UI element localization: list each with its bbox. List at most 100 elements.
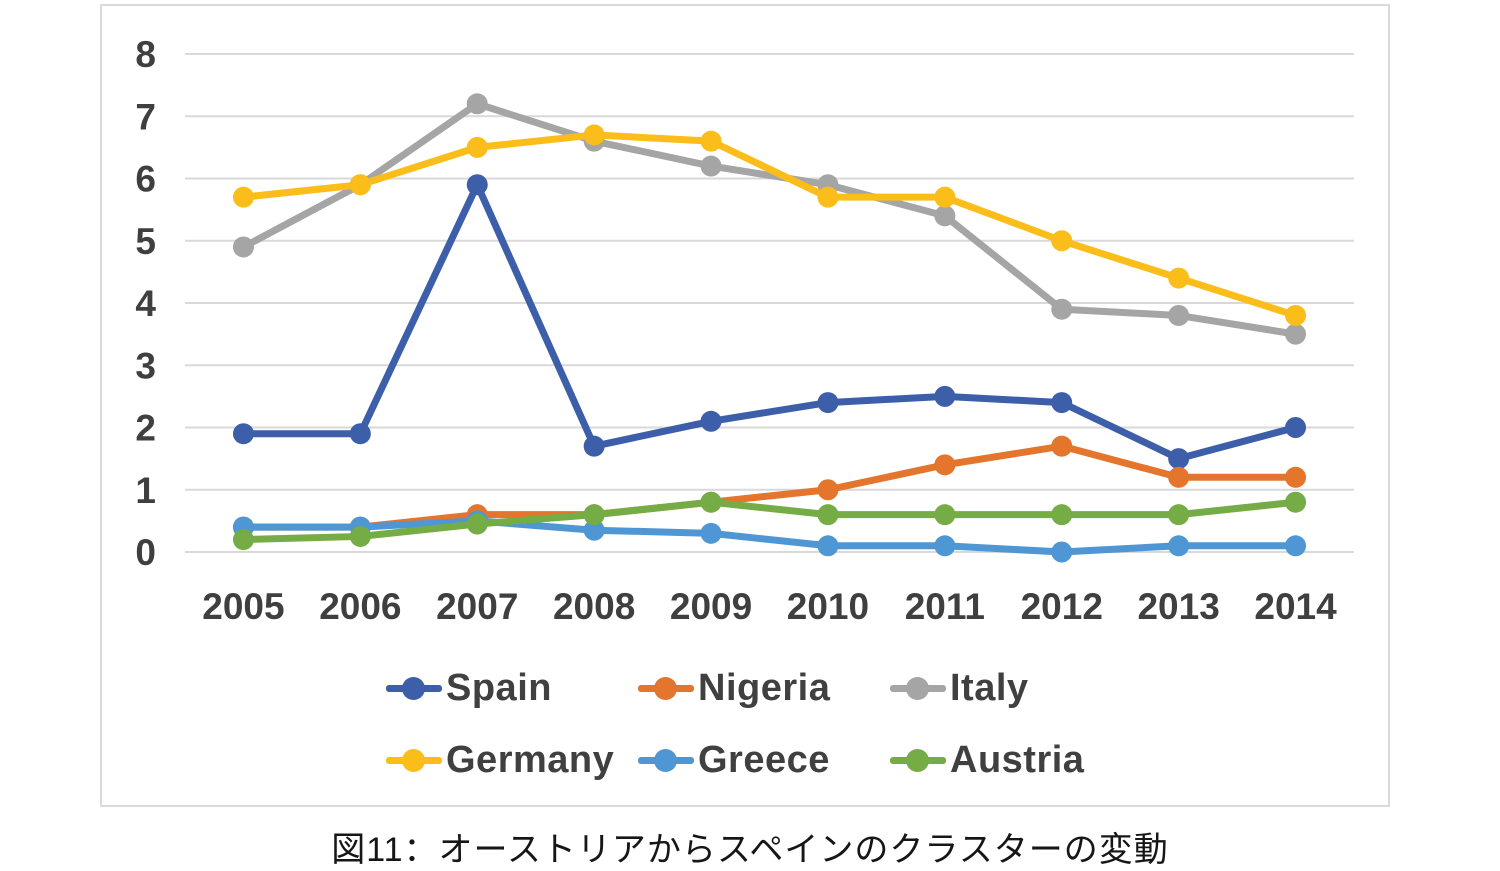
y-tick-label: 1 — [135, 470, 156, 511]
chart-panel: 0 1 2 3 4 5 6 7 8 2005 2006 2007 2008 2009 2010 2011 201… — [100, 4, 1390, 807]
y-tick-label: 5 — [135, 221, 156, 262]
legend-item-austria: Austria — [890, 738, 1142, 782]
series-line-austria — [239, 498, 1300, 544]
y-tick-label: 2 — [135, 408, 156, 449]
legend-line-marker-icon — [638, 676, 694, 700]
data-point-italy — [1051, 298, 1073, 320]
legend-line-marker-icon — [638, 748, 694, 772]
legend-row-2: Germany Greece Austria — [386, 738, 1142, 782]
legend-row-1: Spain Nigeria Italy — [386, 666, 1142, 710]
data-point-germany — [232, 186, 254, 208]
data-point-austria — [700, 491, 722, 513]
series-line-germany — [239, 131, 1300, 319]
data-point-spain — [583, 435, 605, 457]
x-tick-label: 2005 — [202, 586, 284, 627]
legend-label: Germany — [446, 739, 615, 781]
data-point-greece — [583, 519, 605, 541]
data-point-austria — [232, 529, 254, 551]
legend-line-marker-icon — [386, 676, 442, 700]
series-line-spain — [239, 181, 1300, 463]
data-point-spain — [466, 174, 488, 196]
data-point-spain — [1168, 448, 1190, 470]
data-point-austria — [934, 504, 956, 526]
y-tick-label: 8 — [135, 34, 156, 75]
data-point-germany — [1168, 267, 1190, 289]
data-point-italy — [934, 205, 956, 227]
data-point-spain — [934, 385, 956, 407]
x-tick-label: 2008 — [553, 586, 635, 627]
line-chart: 0 1 2 3 4 5 6 7 8 2005 2006 2007 2008 2009 2010 2011 201… — [135, 34, 1354, 627]
data-point-spain — [1285, 417, 1307, 438]
data-point-austria — [1285, 491, 1307, 513]
x-tick-label: 2006 — [319, 586, 401, 627]
data-point-germany — [466, 136, 488, 158]
data-point-austria — [817, 504, 839, 526]
legend-label: Greece — [698, 739, 830, 781]
x-tick-label: 2007 — [436, 586, 518, 627]
data-point-austria — [466, 513, 488, 535]
legend-item-germany: Germany — [386, 738, 638, 782]
x-tick-label: 2009 — [670, 586, 752, 627]
data-point-austria — [583, 504, 605, 526]
data-point-greece — [817, 535, 839, 557]
data-point-spain — [700, 410, 722, 432]
data-point-greece — [1051, 541, 1073, 563]
data-point-spain — [349, 423, 371, 445]
series-line-greece — [239, 517, 1300, 556]
data-point-germany — [934, 186, 956, 208]
y-tick-label: 6 — [135, 159, 156, 200]
data-point-nigeria — [934, 454, 956, 476]
data-point-italy — [700, 155, 722, 177]
data-point-italy — [1168, 304, 1190, 326]
y-tick-label: 3 — [135, 345, 156, 386]
data-point-spain — [1051, 392, 1073, 414]
legend-label: Italy — [950, 667, 1029, 709]
data-point-austria — [1051, 504, 1073, 526]
data-point-greece — [1168, 535, 1190, 557]
legend-dot-icon — [654, 676, 677, 700]
data-point-spain — [817, 392, 839, 414]
legend-label: Spain — [446, 667, 552, 709]
legend-line-marker-icon — [890, 748, 946, 772]
legend-dot-icon — [906, 676, 929, 700]
y-tick-label: 7 — [135, 96, 156, 137]
data-point-germany — [349, 174, 371, 196]
legend-line-marker-icon — [386, 748, 442, 772]
data-point-nigeria — [817, 479, 839, 501]
y-tick-label: 4 — [135, 283, 156, 324]
y-tick-label: 0 — [135, 532, 156, 573]
legend-dot-icon — [906, 748, 929, 772]
figure-caption: 図11：オーストリアからスペインのクラスターの変動 — [331, 831, 1169, 869]
data-point-nigeria — [1168, 466, 1190, 488]
x-tick-label: 2010 — [787, 586, 869, 627]
data-point-germany — [1051, 230, 1073, 252]
legend-line-marker-icon — [890, 676, 946, 700]
data-point-germany — [1285, 304, 1307, 326]
legend-label: Nigeria — [698, 667, 831, 709]
data-point-austria — [1168, 504, 1190, 526]
data-point-germany — [700, 130, 722, 152]
data-point-italy — [232, 236, 254, 258]
data-point-greece — [700, 522, 722, 544]
legend-dot-icon — [402, 748, 425, 772]
data-point-nigeria — [1285, 466, 1307, 488]
data-point-greece — [1285, 535, 1307, 557]
data-point-italy — [1285, 323, 1307, 345]
data-point-germany — [817, 186, 839, 208]
data-point-austria — [349, 525, 371, 547]
data-point-nigeria — [1051, 435, 1073, 457]
data-point-spain — [232, 423, 254, 445]
x-tick-label: 2013 — [1137, 586, 1219, 627]
legend-dot-icon — [654, 748, 677, 772]
legend-item-italy: Italy — [890, 666, 1142, 710]
series-line-italy — [239, 100, 1300, 338]
x-tick-label: 2012 — [1021, 586, 1103, 627]
x-tick-label: 2014 — [1254, 586, 1337, 627]
legend-item-spain: Spain — [386, 666, 638, 710]
legend-item-greece: Greece — [638, 738, 890, 782]
legend-dot-icon — [402, 676, 425, 700]
legend-item-nigeria: Nigeria — [638, 666, 890, 710]
legend-label: Austria — [950, 739, 1085, 781]
data-point-italy — [466, 93, 488, 115]
data-point-germany — [583, 124, 605, 146]
